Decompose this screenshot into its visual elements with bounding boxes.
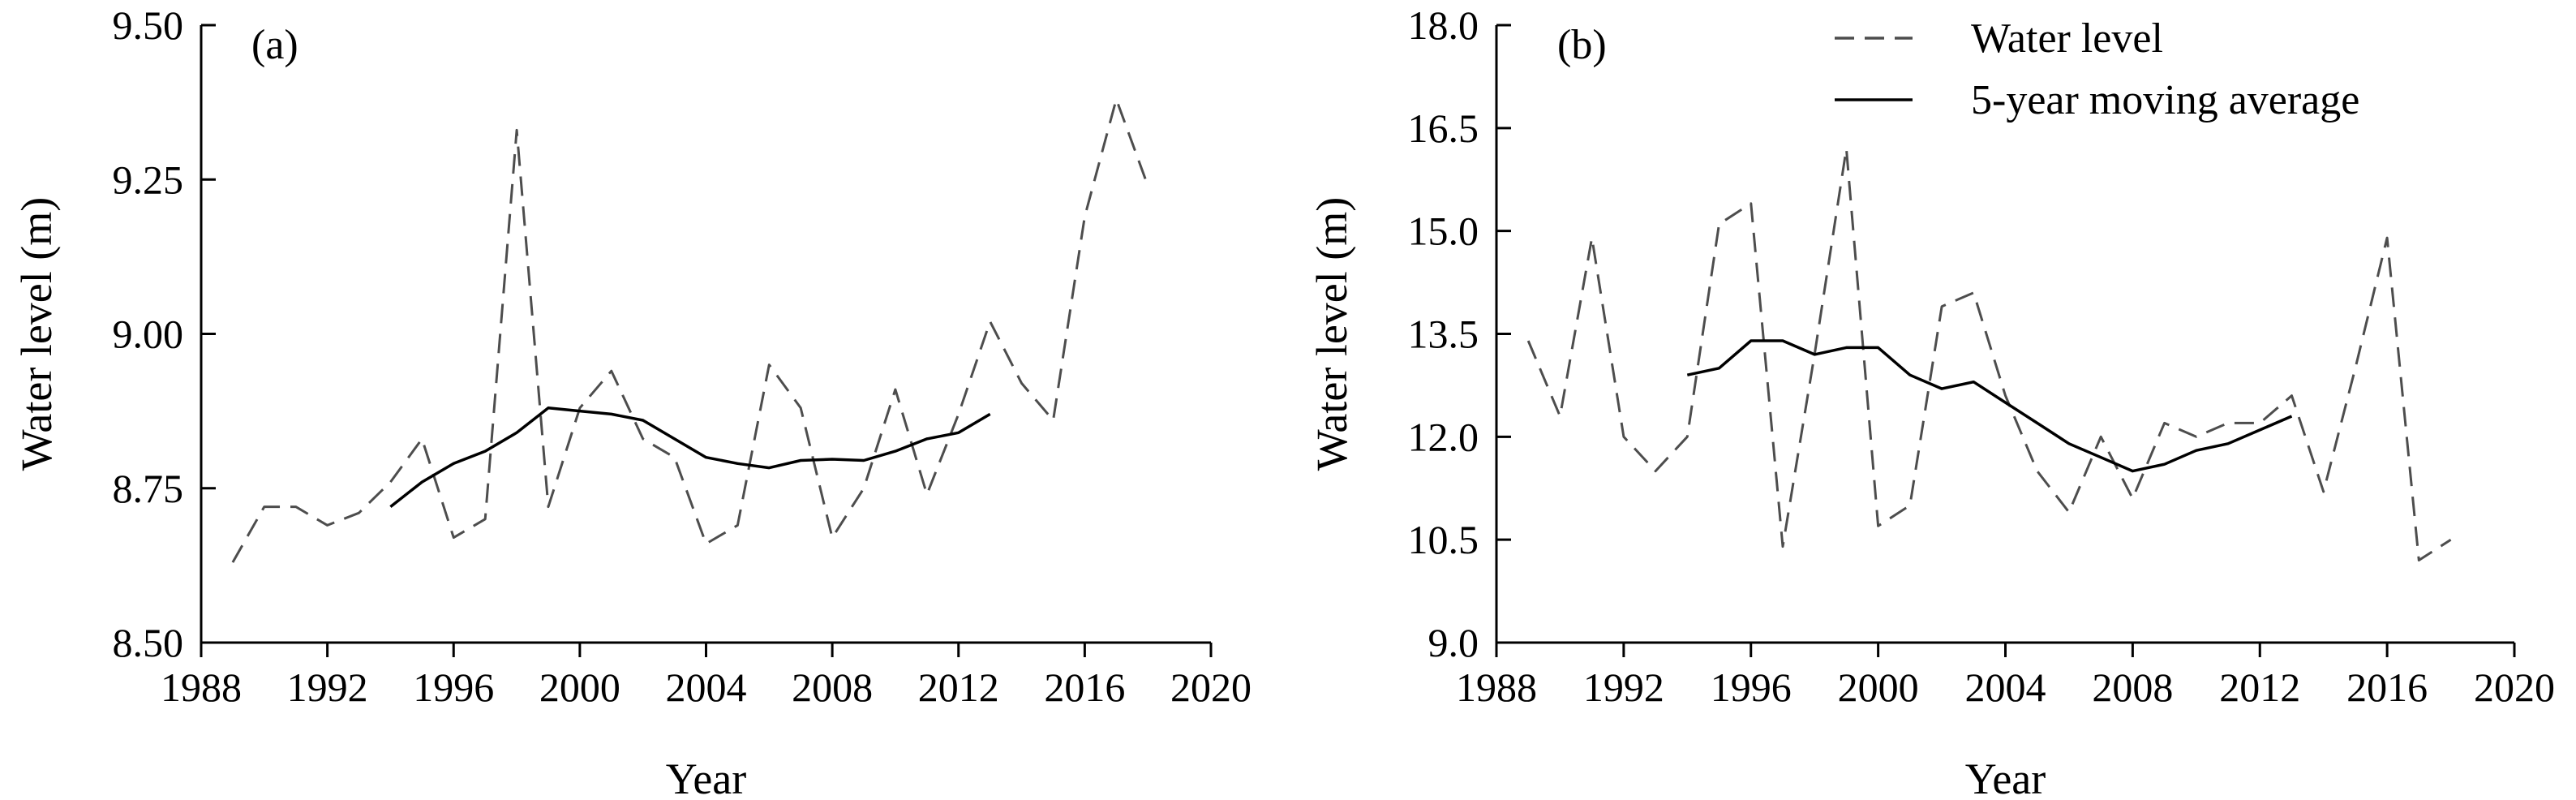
panel-label: (a) xyxy=(251,22,298,68)
y-tick-label: 12.0 xyxy=(1408,414,1479,459)
y-tick-label: 13.5 xyxy=(1408,312,1479,357)
water-level-line xyxy=(1526,147,2452,561)
y-tick-label: 9.25 xyxy=(113,157,184,202)
y-axis-title: Water level (m) xyxy=(12,197,61,471)
x-tick-label: 2008 xyxy=(2092,665,2173,710)
y-tick-label: 8.50 xyxy=(113,620,184,665)
x-tick-label: 1992 xyxy=(1583,665,1664,710)
x-axis-title: Year xyxy=(666,755,747,800)
x-tick-label: 1988 xyxy=(1456,665,1537,710)
x-tick-label: 2012 xyxy=(918,665,999,710)
x-tick-label: 2004 xyxy=(666,665,747,710)
x-axis-title: Year xyxy=(1965,755,2046,800)
y-tick-label: 9.00 xyxy=(113,312,184,357)
y-tick-label: 18.0 xyxy=(1408,2,1479,48)
x-tick-label: 1996 xyxy=(413,665,494,710)
y-tick-label: 9.0 xyxy=(1428,620,1479,665)
x-tick-label: 2016 xyxy=(1044,665,1125,710)
y-tick-label: 9.50 xyxy=(113,2,184,48)
y-axis-title: Water level (m) xyxy=(1307,197,1356,471)
x-tick-label: 2000 xyxy=(1838,665,1919,710)
legend-entry-label: 5-year moving average xyxy=(1971,77,2359,123)
x-tick-label: 2020 xyxy=(2474,665,2555,710)
x-tick-label: 1988 xyxy=(161,665,242,710)
panel-a: 8.50 8.75 9.00 9.25 9.50 1988 1992 1996 2000 2004… xyxy=(12,2,1252,800)
moving-average-line xyxy=(1686,339,2293,473)
x-tick-label: 2004 xyxy=(1965,665,2046,710)
x-tick-label: 2020 xyxy=(1170,665,1252,710)
water-level-line xyxy=(231,97,1149,563)
x-tick-label: 2012 xyxy=(2219,665,2300,710)
y-tick-label: 16.5 xyxy=(1408,105,1479,151)
legend-entry-label: Water level xyxy=(1971,15,2163,62)
panel-b: 9.0 10.5 12.0 13.5 15.0 16.5 18.0 1988 1992 1996 2… xyxy=(1307,2,2555,800)
x-tick-label: 2008 xyxy=(792,665,873,710)
y-tick-label: 10.5 xyxy=(1408,517,1479,562)
x-tick-label: 2016 xyxy=(2346,665,2428,710)
x-tick-label: 2000 xyxy=(539,665,620,710)
x-tick-label: 1996 xyxy=(1711,665,1792,710)
y-tick-label: 15.0 xyxy=(1408,209,1479,254)
y-tick-label: 8.75 xyxy=(113,466,184,511)
moving-average-line xyxy=(389,406,991,508)
x-tick-label: 1992 xyxy=(287,665,368,710)
panel-label: (b) xyxy=(1557,22,1607,68)
